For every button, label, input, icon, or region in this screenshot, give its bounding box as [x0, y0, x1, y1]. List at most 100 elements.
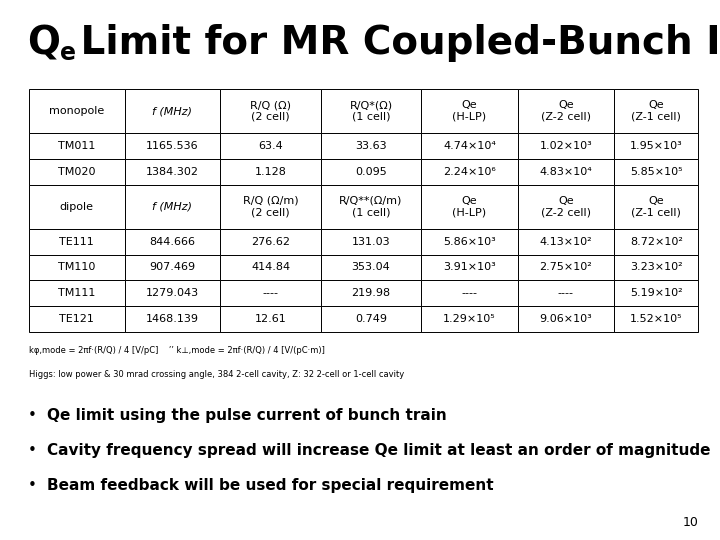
Text: 219.98: 219.98 — [351, 288, 390, 298]
Bar — [125, 229, 220, 254]
Bar — [421, 185, 518, 229]
Bar — [518, 159, 614, 185]
Text: 33.63: 33.63 — [355, 141, 387, 151]
Bar — [220, 159, 320, 185]
Text: 3.23×10²: 3.23×10² — [630, 262, 683, 273]
Text: 12.61: 12.61 — [255, 314, 287, 324]
Text: ----: ---- — [558, 288, 574, 298]
Bar — [220, 89, 320, 133]
Text: 414.84: 414.84 — [251, 262, 290, 273]
Text: kφ,mode = 2πf·(R/Q) / 4 [V/pC]    ’’ k⊥,mode = 2πf·(R/Q) / 4 [V/(pC·m)]: kφ,mode = 2πf·(R/Q) / 4 [V/pC] ’’ k⊥,mod… — [29, 346, 325, 355]
Text: 2.24×10⁶: 2.24×10⁶ — [443, 167, 496, 177]
Text: Higgs: low power & 30 mrad crossing angle, 384 2-cell cavity, Z: 32 2-cell or 1-: Higgs: low power & 30 mrad crossing angl… — [29, 370, 404, 379]
Bar — [125, 159, 220, 185]
Bar — [421, 280, 518, 306]
Text: Qe limit using the pulse current of bunch train: Qe limit using the pulse current of bunc… — [47, 408, 446, 423]
Text: Qe
(Z-1 cell): Qe (Z-1 cell) — [631, 196, 681, 218]
Text: 844.666: 844.666 — [150, 237, 195, 247]
Bar — [29, 280, 125, 306]
Text: ----: ---- — [263, 288, 279, 298]
Text: R/Q (Ω/m)
(2 cell): R/Q (Ω/m) (2 cell) — [243, 196, 298, 218]
Text: 4.13×10²: 4.13×10² — [539, 237, 592, 247]
Text: 1468.139: 1468.139 — [146, 314, 199, 324]
Bar — [421, 159, 518, 185]
Text: 1.29×10⁵: 1.29×10⁵ — [443, 314, 495, 324]
Bar — [614, 229, 698, 254]
Bar — [518, 306, 614, 332]
Text: 4.74×10⁴: 4.74×10⁴ — [443, 141, 496, 151]
Text: 131.03: 131.03 — [351, 237, 390, 247]
Text: TM011: TM011 — [58, 141, 95, 151]
Text: Qe
(Z-2 cell): Qe (Z-2 cell) — [541, 196, 591, 218]
Text: TM020: TM020 — [58, 167, 96, 177]
Text: 3.91×10³: 3.91×10³ — [443, 262, 496, 273]
Text: 10: 10 — [683, 516, 698, 529]
Bar — [421, 133, 518, 159]
Text: 1.95×10³: 1.95×10³ — [630, 141, 683, 151]
Text: 4.83×10⁴: 4.83×10⁴ — [539, 167, 592, 177]
Bar — [29, 254, 125, 280]
Bar — [614, 306, 698, 332]
Bar — [220, 280, 320, 306]
Text: Qe
(Z-2 cell): Qe (Z-2 cell) — [541, 100, 591, 122]
Bar — [320, 306, 421, 332]
Bar — [518, 229, 614, 254]
Text: Qe
(Z-1 cell): Qe (Z-1 cell) — [631, 100, 681, 122]
Text: 9.06×10³: 9.06×10³ — [539, 314, 592, 324]
Text: 1165.536: 1165.536 — [146, 141, 199, 151]
Text: Qe
(H-LP): Qe (H-LP) — [452, 196, 487, 218]
Text: R/Q**(Ω/m)
(1 cell): R/Q**(Ω/m) (1 cell) — [339, 196, 402, 218]
Bar — [320, 159, 421, 185]
Text: Cavity frequency spread will increase Qe limit at least an order of magnitude: Cavity frequency spread will increase Qe… — [47, 443, 711, 458]
Text: 5.86×10³: 5.86×10³ — [443, 237, 496, 247]
Text: 1384.302: 1384.302 — [146, 167, 199, 177]
Text: Q: Q — [27, 24, 60, 62]
Bar — [518, 89, 614, 133]
Text: •: • — [27, 408, 36, 423]
Bar — [29, 229, 125, 254]
Text: 1279.043: 1279.043 — [146, 288, 199, 298]
Bar — [518, 133, 614, 159]
Bar — [125, 306, 220, 332]
Text: R/Q*(Ω)
(1 cell): R/Q*(Ω) (1 cell) — [349, 100, 392, 122]
Bar — [29, 306, 125, 332]
Bar — [614, 89, 698, 133]
Bar — [614, 254, 698, 280]
Bar — [320, 254, 421, 280]
Bar — [518, 254, 614, 280]
Text: Qe
(H-LP): Qe (H-LP) — [452, 100, 487, 122]
Text: monopole: monopole — [49, 106, 104, 116]
Bar — [220, 133, 320, 159]
Text: 276.62: 276.62 — [251, 237, 290, 247]
Text: e: e — [60, 40, 76, 64]
Text: 0.749: 0.749 — [355, 314, 387, 324]
Bar — [220, 254, 320, 280]
Text: ----: ---- — [462, 288, 477, 298]
Text: dipole: dipole — [60, 202, 94, 212]
Text: •: • — [27, 443, 36, 458]
Bar — [125, 280, 220, 306]
Text: Limit for MR Coupled-Bunch Instability: Limit for MR Coupled-Bunch Instability — [67, 24, 720, 62]
Bar — [125, 89, 220, 133]
Text: 5.85×10⁵: 5.85×10⁵ — [630, 167, 683, 177]
Bar — [220, 185, 320, 229]
Text: TM111: TM111 — [58, 288, 95, 298]
Text: f (MHz): f (MHz) — [153, 202, 192, 212]
Bar — [220, 306, 320, 332]
Bar — [29, 133, 125, 159]
Text: R/Q (Ω)
(2 cell): R/Q (Ω) (2 cell) — [250, 100, 291, 122]
Bar — [125, 133, 220, 159]
Bar — [421, 89, 518, 133]
Bar — [320, 229, 421, 254]
Bar — [125, 185, 220, 229]
Bar — [125, 254, 220, 280]
Bar — [421, 254, 518, 280]
Text: 8.72×10²: 8.72×10² — [630, 237, 683, 247]
Text: TE111: TE111 — [59, 237, 94, 247]
Text: 1.52×10⁵: 1.52×10⁵ — [630, 314, 683, 324]
Text: f (MHz): f (MHz) — [153, 106, 192, 116]
Bar — [614, 185, 698, 229]
Text: 5.19×10²: 5.19×10² — [630, 288, 683, 298]
Bar — [614, 280, 698, 306]
Bar — [320, 89, 421, 133]
